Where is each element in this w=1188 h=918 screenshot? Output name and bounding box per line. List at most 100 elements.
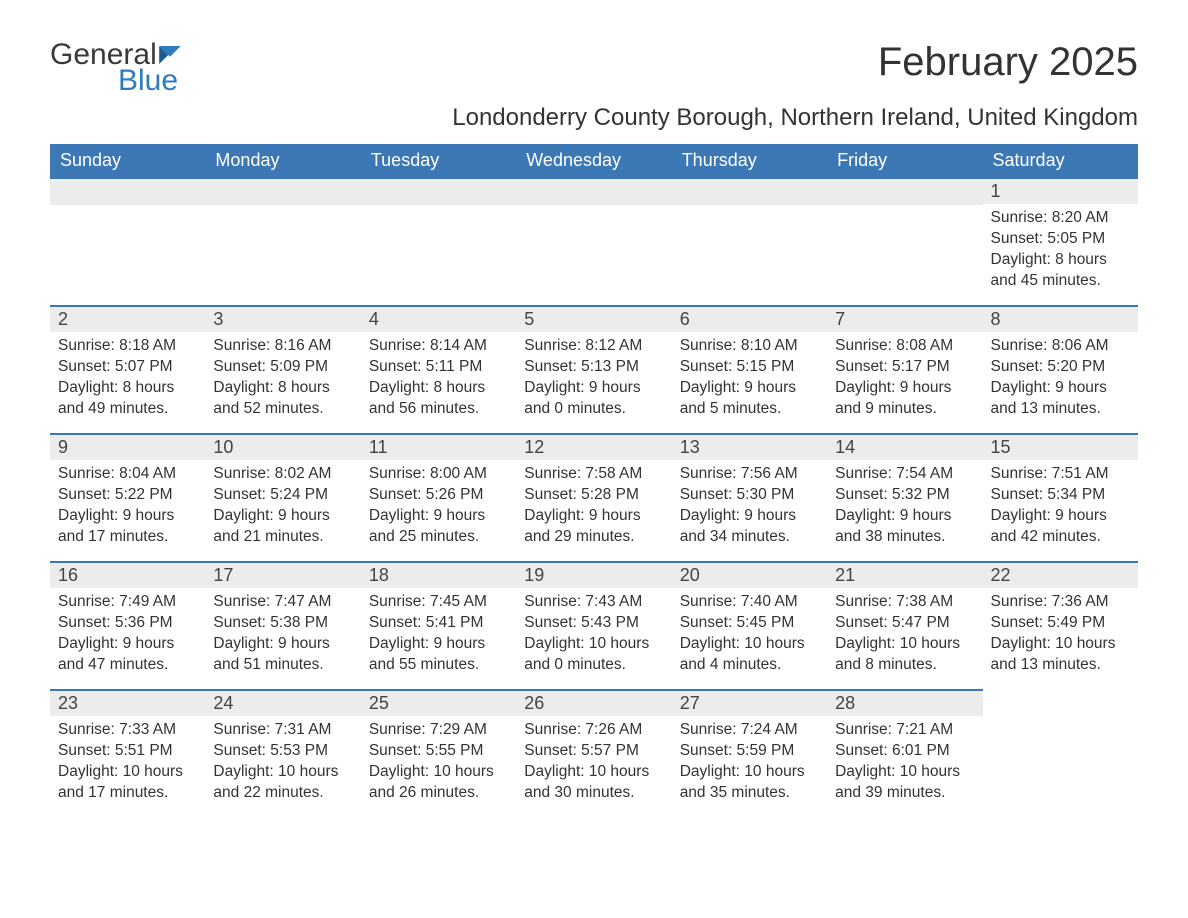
day-sunset: Sunset: 5:09 PM <box>213 357 352 378</box>
day-number: 12 <box>516 433 671 460</box>
header-bar: General Blue February 2025 <box>50 40 1138 96</box>
day-sunset: Sunset: 5:59 PM <box>680 741 819 762</box>
day-daylight2: and 34 minutes. <box>680 527 819 548</box>
calendar-week: 23Sunrise: 7:33 AMSunset: 5:51 PMDayligh… <box>50 689 1138 817</box>
day-details: Sunrise: 8:20 AMSunset: 5:05 PMDaylight:… <box>983 204 1138 302</box>
day-sunrise: Sunrise: 7:58 AM <box>524 464 663 485</box>
day-daylight2: and 29 minutes. <box>524 527 663 548</box>
day-number <box>827 177 982 205</box>
calendar-cell <box>50 177 205 305</box>
day-daylight1: Daylight: 10 hours <box>991 634 1130 655</box>
day-header-row: SundayMondayTuesdayWednesdayThursdayFrid… <box>50 144 1138 177</box>
calendar-cell: 4Sunrise: 8:14 AMSunset: 5:11 PMDaylight… <box>361 305 516 433</box>
day-sunset: Sunset: 5:17 PM <box>835 357 974 378</box>
day-daylight1: Daylight: 10 hours <box>835 762 974 783</box>
day-number: 4 <box>361 305 516 332</box>
calendar-cell: 12Sunrise: 7:58 AMSunset: 5:28 PMDayligh… <box>516 433 671 561</box>
day-sunrise: Sunrise: 7:40 AM <box>680 592 819 613</box>
calendar-cell: 25Sunrise: 7:29 AMSunset: 5:55 PMDayligh… <box>361 689 516 817</box>
day-number: 6 <box>672 305 827 332</box>
calendar-cell: 27Sunrise: 7:24 AMSunset: 5:59 PMDayligh… <box>672 689 827 817</box>
day-sunrise: Sunrise: 7:26 AM <box>524 720 663 741</box>
day-sunset: Sunset: 5:22 PM <box>58 485 197 506</box>
day-sunrise: Sunrise: 7:43 AM <box>524 592 663 613</box>
day-daylight1: Daylight: 9 hours <box>58 634 197 655</box>
day-sunset: Sunset: 5:24 PM <box>213 485 352 506</box>
day-daylight1: Daylight: 10 hours <box>213 762 352 783</box>
day-daylight1: Daylight: 9 hours <box>213 634 352 655</box>
logo-word2: Blue <box>118 66 181 96</box>
day-sunset: Sunset: 5:43 PM <box>524 613 663 634</box>
day-details: Sunrise: 7:33 AMSunset: 5:51 PMDaylight:… <box>50 716 205 814</box>
day-daylight2: and 26 minutes. <box>369 783 508 804</box>
day-number: 10 <box>205 433 360 460</box>
day-daylight1: Daylight: 8 hours <box>991 250 1130 271</box>
calendar-cell: 15Sunrise: 7:51 AMSunset: 5:34 PMDayligh… <box>983 433 1138 561</box>
day-daylight2: and 13 minutes. <box>991 399 1130 420</box>
calendar-cell <box>672 177 827 305</box>
day-sunset: Sunset: 5:45 PM <box>680 613 819 634</box>
calendar-cell: 14Sunrise: 7:54 AMSunset: 5:32 PMDayligh… <box>827 433 982 561</box>
day-daylight1: Daylight: 10 hours <box>680 762 819 783</box>
day-sunset: Sunset: 5:11 PM <box>369 357 508 378</box>
day-daylight2: and 17 minutes. <box>58 783 197 804</box>
day-details: Sunrise: 7:51 AMSunset: 5:34 PMDaylight:… <box>983 460 1138 558</box>
day-details: Sunrise: 7:45 AMSunset: 5:41 PMDaylight:… <box>361 588 516 686</box>
day-sunrise: Sunrise: 8:18 AM <box>58 336 197 357</box>
day-number <box>50 177 205 205</box>
day-daylight1: Daylight: 9 hours <box>991 506 1130 527</box>
calendar-week: 1Sunrise: 8:20 AMSunset: 5:05 PMDaylight… <box>50 177 1138 305</box>
day-daylight2: and 4 minutes. <box>680 655 819 676</box>
day-sunrise: Sunrise: 7:38 AM <box>835 592 974 613</box>
day-details: Sunrise: 7:54 AMSunset: 5:32 PMDaylight:… <box>827 460 982 558</box>
day-daylight1: Daylight: 10 hours <box>680 634 819 655</box>
day-details: Sunrise: 8:18 AMSunset: 5:07 PMDaylight:… <box>50 332 205 430</box>
day-sunrise: Sunrise: 7:51 AM <box>991 464 1130 485</box>
day-daylight2: and 13 minutes. <box>991 655 1130 676</box>
day-daylight1: Daylight: 9 hours <box>213 506 352 527</box>
day-number: 28 <box>827 689 982 716</box>
day-sunset: Sunset: 5:57 PM <box>524 741 663 762</box>
calendar-cell: 2Sunrise: 8:18 AMSunset: 5:07 PMDaylight… <box>50 305 205 433</box>
day-daylight1: Daylight: 9 hours <box>835 506 974 527</box>
calendar-cell: 21Sunrise: 7:38 AMSunset: 5:47 PMDayligh… <box>827 561 982 689</box>
day-number: 9 <box>50 433 205 460</box>
day-daylight2: and 56 minutes. <box>369 399 508 420</box>
day-daylight1: Daylight: 9 hours <box>369 634 508 655</box>
day-header: Sunday <box>50 144 205 177</box>
day-header: Thursday <box>672 144 827 177</box>
day-details: Sunrise: 7:21 AMSunset: 6:01 PMDaylight:… <box>827 716 982 814</box>
day-details: Sunrise: 8:04 AMSunset: 5:22 PMDaylight:… <box>50 460 205 558</box>
location-subtitle: Londonderry County Borough, Northern Ire… <box>50 104 1138 132</box>
day-daylight2: and 45 minutes. <box>991 271 1130 292</box>
day-daylight1: Daylight: 10 hours <box>524 634 663 655</box>
calendar-cell: 19Sunrise: 7:43 AMSunset: 5:43 PMDayligh… <box>516 561 671 689</box>
day-number <box>516 177 671 205</box>
calendar-cell: 23Sunrise: 7:33 AMSunset: 5:51 PMDayligh… <box>50 689 205 817</box>
day-sunset: Sunset: 5:13 PM <box>524 357 663 378</box>
day-number: 15 <box>983 433 1138 460</box>
day-details: Sunrise: 7:36 AMSunset: 5:49 PMDaylight:… <box>983 588 1138 686</box>
day-daylight2: and 21 minutes. <box>213 527 352 548</box>
day-daylight1: Daylight: 9 hours <box>369 506 508 527</box>
day-details: Sunrise: 8:14 AMSunset: 5:11 PMDaylight:… <box>361 332 516 430</box>
day-sunset: Sunset: 5:38 PM <box>213 613 352 634</box>
day-sunset: Sunset: 5:28 PM <box>524 485 663 506</box>
day-number <box>983 689 1138 715</box>
day-sunrise: Sunrise: 7:49 AM <box>58 592 197 613</box>
logo-flag-icon <box>159 46 181 64</box>
calendar-cell: 3Sunrise: 8:16 AMSunset: 5:09 PMDaylight… <box>205 305 360 433</box>
day-daylight1: Daylight: 10 hours <box>835 634 974 655</box>
day-sunset: Sunset: 5:26 PM <box>369 485 508 506</box>
page-title: February 2025 <box>878 40 1138 85</box>
day-sunrise: Sunrise: 7:24 AM <box>680 720 819 741</box>
day-daylight2: and 9 minutes. <box>835 399 974 420</box>
calendar-cell: 6Sunrise: 8:10 AMSunset: 5:15 PMDaylight… <box>672 305 827 433</box>
day-number: 22 <box>983 561 1138 588</box>
calendar-cell: 17Sunrise: 7:47 AMSunset: 5:38 PMDayligh… <box>205 561 360 689</box>
calendar-cell: 18Sunrise: 7:45 AMSunset: 5:41 PMDayligh… <box>361 561 516 689</box>
calendar-cell <box>205 177 360 305</box>
day-number: 23 <box>50 689 205 716</box>
day-sunrise: Sunrise: 8:14 AM <box>369 336 508 357</box>
day-daylight1: Daylight: 9 hours <box>991 378 1130 399</box>
